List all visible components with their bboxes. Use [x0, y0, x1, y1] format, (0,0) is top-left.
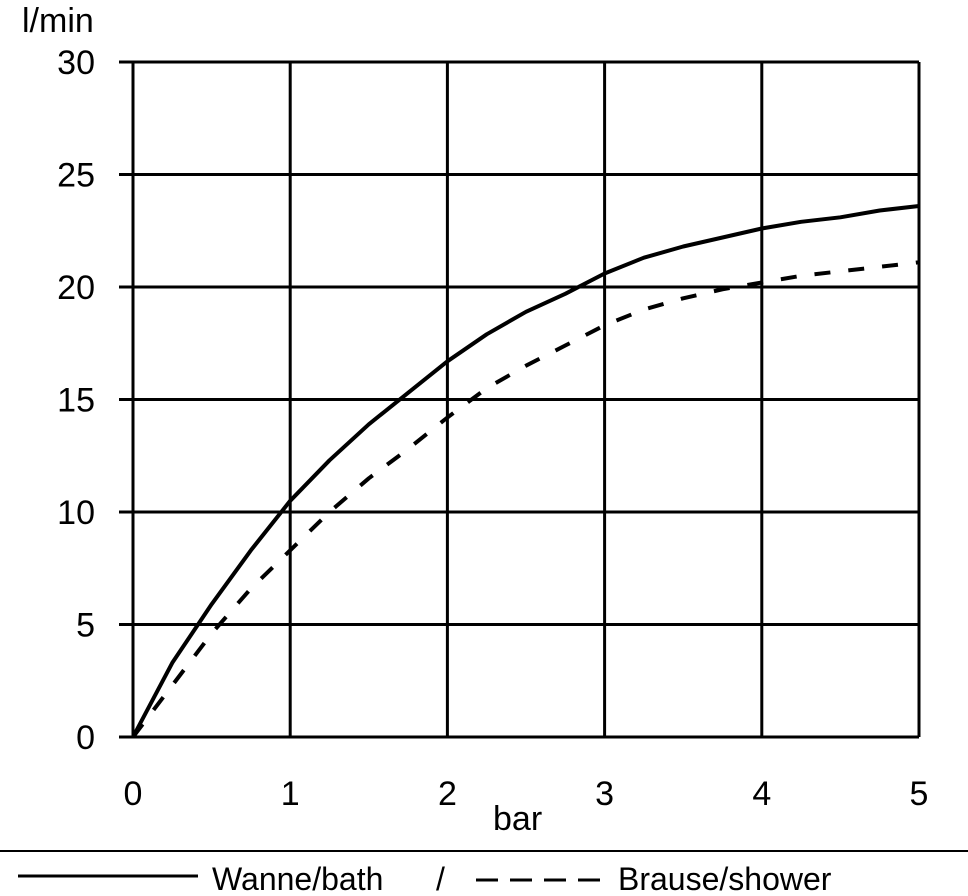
y-axis-label: l/min — [22, 2, 94, 40]
legend-separator: / — [436, 861, 445, 896]
x-tick-label: 5 — [910, 775, 929, 813]
tick-labels: 0 1 2 3 4 5 0 5 10 15 20 25 30 — [57, 44, 928, 813]
series-lines — [131, 204, 920, 739]
y-tick-label: 30 — [57, 44, 95, 82]
x-tick-label: 1 — [281, 775, 300, 813]
series-line-wanne-bath — [131, 204, 920, 738]
series-line-brause-shower — [131, 260, 920, 739]
x-tick-label: 2 — [438, 775, 457, 813]
x-tick-label: 3 — [595, 775, 614, 813]
y-tick-label: 20 — [57, 269, 95, 307]
y-tick-label: 0 — [76, 719, 95, 757]
grid — [119, 60, 921, 739]
legend-label-bath: Wanne/bath — [212, 861, 383, 896]
x-axis-label: bar — [493, 800, 542, 838]
y-tick-label: 15 — [57, 382, 95, 420]
legend-label-shower: Brause/shower — [618, 861, 832, 896]
x-tick-label: 4 — [752, 775, 771, 813]
y-tick-label: 5 — [76, 607, 95, 645]
y-tick-label: 10 — [57, 494, 95, 532]
x-tick-label: 0 — [124, 775, 143, 813]
y-tick-label: 25 — [57, 157, 95, 195]
legend: Wanne/bath / Brause/shower — [18, 861, 832, 896]
